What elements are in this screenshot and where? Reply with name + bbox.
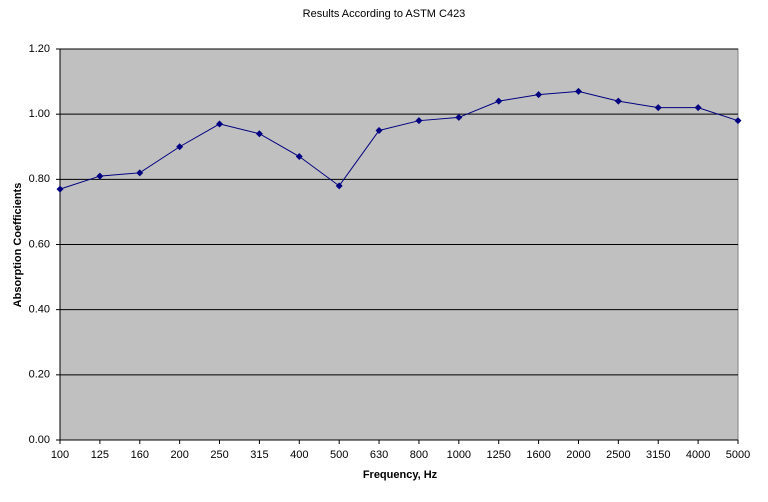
- x-tick-label: 400: [290, 449, 308, 461]
- x-tick-label: 4000: [686, 449, 710, 461]
- data-point: [335, 182, 343, 190]
- x-tick-label: 315: [250, 449, 268, 461]
- chart-title: Results According to ASTM C423: [303, 8, 466, 20]
- data-point: [96, 172, 104, 180]
- x-tick-label: 2500: [606, 449, 630, 461]
- series-line: [59, 90, 739, 190]
- y-tick-label: 1.20: [29, 43, 50, 55]
- data-point: [255, 130, 263, 138]
- data-point: [694, 104, 702, 112]
- x-axis-label: Frequency, Hz: [363, 469, 438, 481]
- data-point: [654, 104, 662, 112]
- x-tick-label: 1000: [447, 449, 471, 461]
- y-tick-label: 0.00: [29, 434, 50, 446]
- data-point: [535, 91, 543, 99]
- data-point: [216, 120, 224, 128]
- y-tick-label: 0.80: [29, 173, 50, 185]
- y-tick-label: 1.00: [29, 108, 50, 120]
- data-point: [574, 87, 582, 95]
- y-tick-label: 0.60: [29, 238, 50, 250]
- x-tick-label: 250: [210, 449, 228, 461]
- data-point: [614, 97, 622, 105]
- y-tick-label: 0.20: [29, 369, 50, 381]
- x-tick-label: 500: [330, 449, 348, 461]
- x-tick-label: 100: [51, 449, 69, 461]
- x-tick-label: 1250: [486, 449, 510, 461]
- x-tick-label: 1600: [526, 449, 550, 461]
- x-tick-label: 630: [370, 449, 388, 461]
- data-point: [295, 153, 303, 161]
- data-point: [415, 117, 423, 125]
- x-tick-label: 3150: [646, 449, 670, 461]
- y-tick-label: 0.40: [29, 304, 50, 316]
- y-axis-label: Absorption Coefficients: [12, 183, 24, 308]
- x-tick-label: 160: [131, 449, 149, 461]
- x-tick-label: 2000: [566, 449, 590, 461]
- x-tick-label: 800: [410, 449, 428, 461]
- data-point: [455, 113, 463, 121]
- data-point: [375, 126, 383, 134]
- data-point: [176, 143, 184, 151]
- x-tick-label: 200: [170, 449, 188, 461]
- data-point: [56, 185, 64, 193]
- data-point: [495, 97, 503, 105]
- data-point: [734, 117, 742, 125]
- x-tick-label: 5000: [726, 449, 750, 461]
- data-point: [136, 169, 144, 177]
- x-tick-label: 125: [91, 449, 109, 461]
